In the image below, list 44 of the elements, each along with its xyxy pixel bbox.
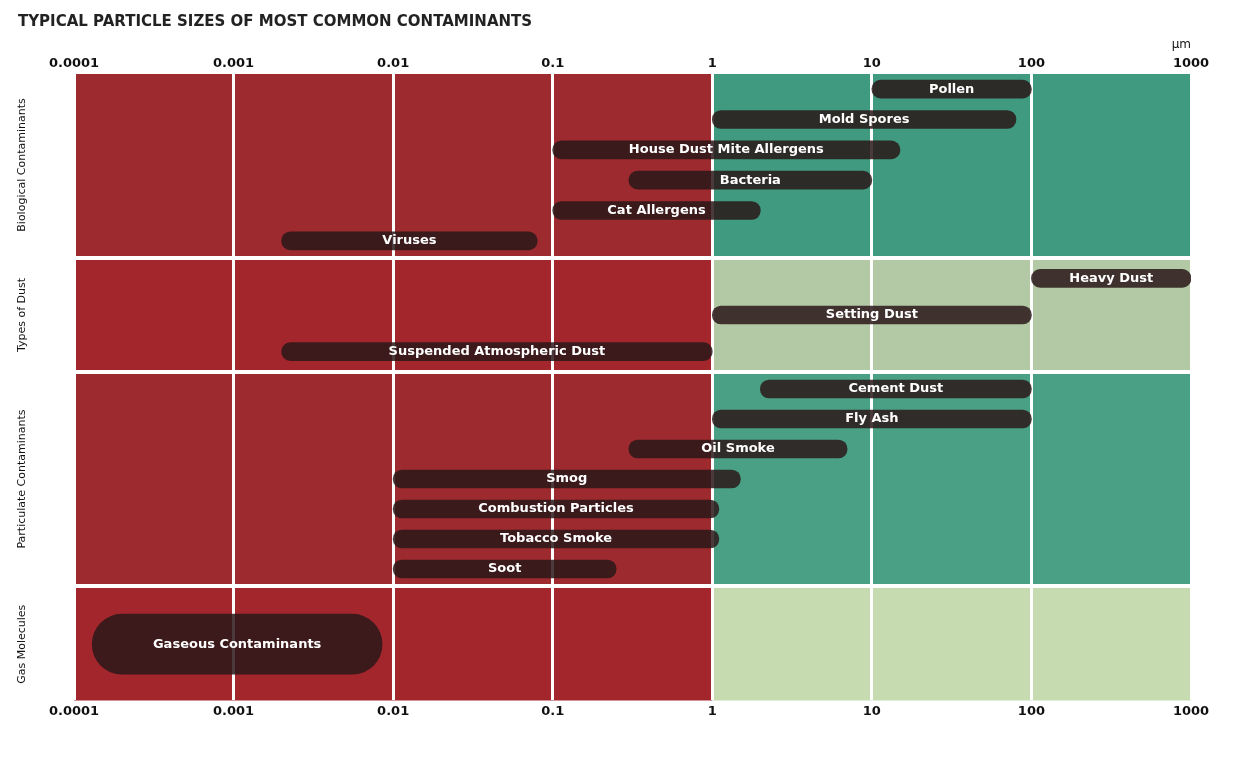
category-label: Combustion Particles (478, 500, 634, 516)
x-tick-label: 100 (1017, 702, 1045, 718)
category-label: Tobacco Smoke (500, 530, 613, 546)
x-tick-label: 0.01 (377, 54, 410, 70)
y-tick-label: Mold Spores (818, 110, 910, 126)
y-tick-label: Bacteria (719, 171, 781, 187)
y-axis-title: Types of Dust (15, 277, 29, 354)
x-tick-label: 10 (862, 702, 881, 718)
category-label: Smog (546, 470, 588, 486)
y-tick-label: Pollen (928, 80, 975, 96)
y-tick-label: Suspended Atmospheric Dust (388, 343, 606, 359)
y-tick-label: Setting Dust (825, 306, 918, 322)
bar (392, 559, 617, 579)
bar (711, 409, 1032, 429)
y-tick-label: Gaseous Contaminants (152, 635, 322, 651)
y-tick-label: House Dust Mite Allergens (628, 141, 825, 157)
y-axis-title: Gas Molecules (15, 604, 29, 684)
x-tick-label: 0.0001 (48, 702, 100, 718)
chart-title: TYPICAL PARTICLE SIZES OF MOST COMMON CONTAMINANTS (18, 12, 534, 30)
category-label: Cement Dust (848, 380, 944, 396)
y-tick-label: Cat Allergens (607, 201, 706, 217)
x-tick-label: 100 (1017, 54, 1045, 70)
x-tick-label: 1000 (1172, 702, 1210, 718)
bar (392, 469, 741, 489)
category-label: Oil Smoke (701, 440, 775, 456)
y-axis-title: Biological Contaminants (15, 98, 29, 232)
x-tick-label: 0.001 (213, 54, 255, 70)
x-tick-label: 0.0001 (48, 54, 100, 70)
bar (281, 231, 538, 251)
x-tick-label: 1000 (1172, 54, 1210, 70)
x-axis-title: µm (1171, 37, 1191, 52)
x-tick-label: 1 (707, 54, 717, 70)
x-tick-label: 1 (707, 702, 717, 718)
y-tick-label: Viruses (382, 232, 437, 248)
x-tick-label: 0.001 (213, 702, 255, 718)
x-tick-label: 0.01 (377, 702, 410, 718)
category-label: Fly Ash (845, 410, 899, 426)
y-tick-label: Heavy Dust (1069, 269, 1154, 285)
y-axis-title: Particulate Contaminants (15, 409, 29, 549)
bar (711, 110, 1017, 129)
x-tick-label: 0.1 (541, 54, 565, 70)
category-label: Soot (487, 560, 522, 576)
x-tick-label: 10 (862, 54, 881, 70)
x-tick-label: 0.1 (541, 702, 565, 718)
